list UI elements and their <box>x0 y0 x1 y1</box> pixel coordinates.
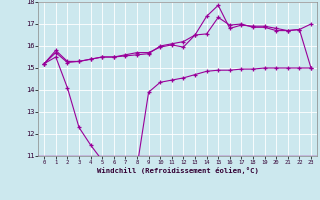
X-axis label: Windchill (Refroidissement éolien,°C): Windchill (Refroidissement éolien,°C) <box>97 167 259 174</box>
